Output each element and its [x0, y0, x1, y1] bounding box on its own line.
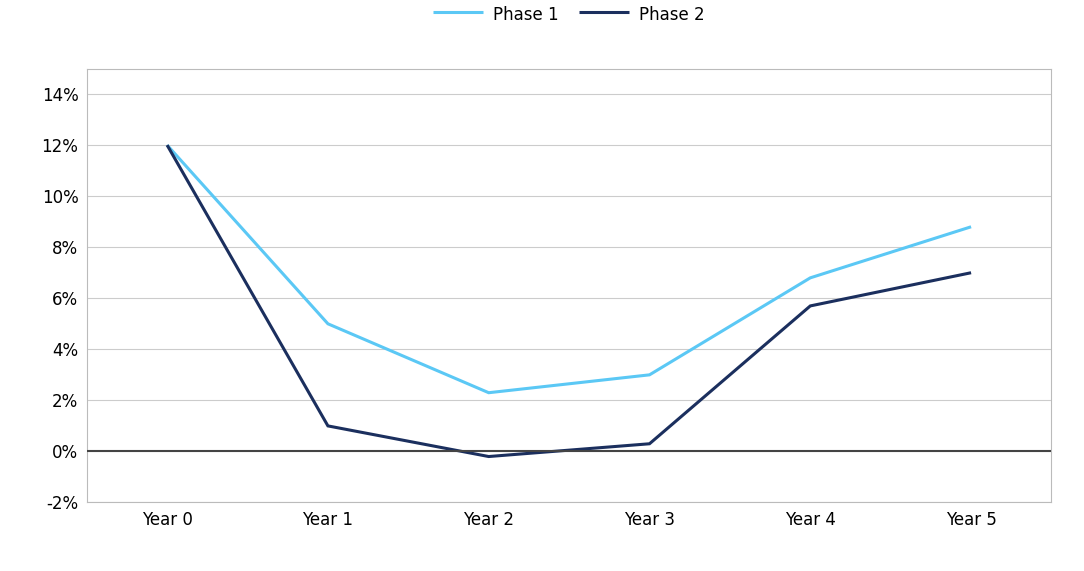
Phase 1 — [160, 142, 173, 148]
Phase 2 — [643, 440, 656, 447]
Line: Phase 1: Phase 1 — [167, 145, 971, 393]
Legend: Phase 1, Phase 2: Phase 1, Phase 2 — [427, 0, 711, 30]
Phase 1 — [803, 275, 817, 282]
Phase 1 — [965, 223, 978, 230]
Phase 1 — [643, 371, 656, 378]
Line: Phase 2: Phase 2 — [167, 145, 971, 457]
Phase 1 — [482, 389, 495, 396]
Phase 2 — [160, 142, 173, 148]
Phase 2 — [321, 423, 334, 429]
Phase 2 — [482, 453, 495, 460]
Phase 2 — [965, 270, 978, 276]
Phase 1 — [321, 320, 334, 327]
Phase 2 — [803, 303, 817, 309]
